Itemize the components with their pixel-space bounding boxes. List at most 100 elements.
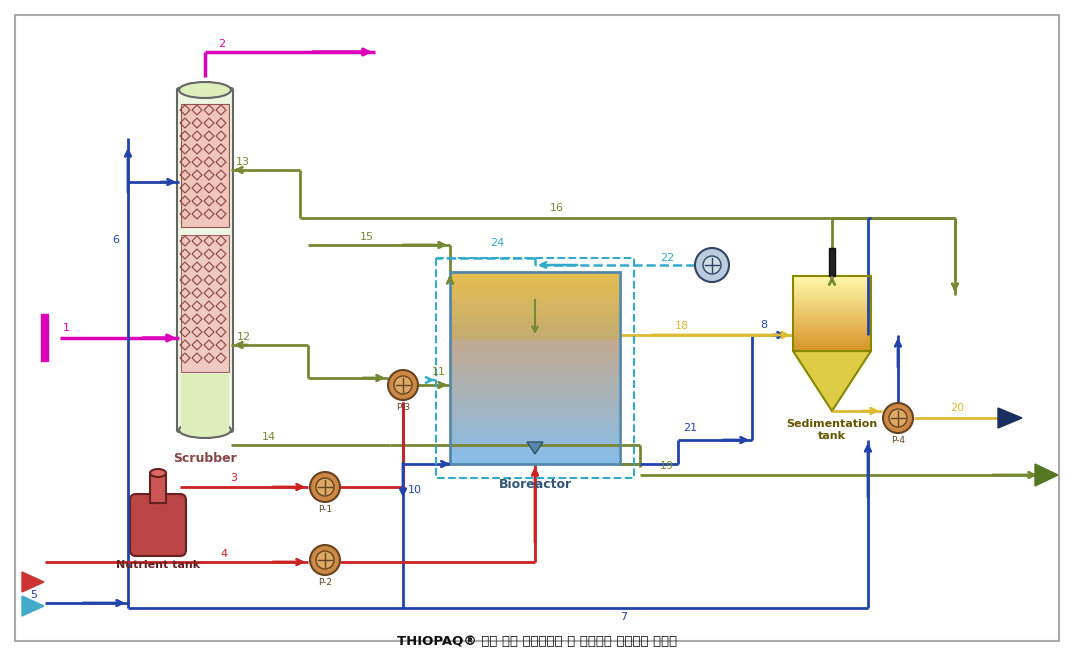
Bar (451, 334, 619, 335)
Bar (794, 344, 870, 345)
Bar (451, 319, 619, 320)
Bar (451, 365, 619, 366)
Bar (794, 349, 870, 350)
Bar (451, 382, 619, 383)
Bar (451, 368, 619, 369)
Polygon shape (21, 596, 44, 616)
Bar (794, 289, 870, 290)
Bar (794, 302, 870, 303)
Bar (451, 406, 619, 407)
Bar (794, 301, 870, 302)
Bar (451, 285, 619, 286)
Bar (794, 277, 870, 278)
Bar (794, 329, 870, 330)
Circle shape (703, 256, 721, 274)
Bar (451, 281, 619, 282)
Text: 6: 6 (112, 235, 119, 245)
Bar (451, 454, 619, 455)
Bar (794, 284, 870, 285)
Text: 21: 21 (683, 423, 697, 433)
Bar (451, 347, 619, 348)
Bar (451, 417, 619, 419)
Bar (451, 303, 619, 304)
Bar (794, 314, 870, 315)
Bar (451, 448, 619, 449)
Bar (451, 321, 619, 322)
Bar (451, 302, 619, 303)
Bar (794, 332, 870, 333)
Polygon shape (21, 572, 44, 592)
Bar (451, 374, 619, 375)
Bar (794, 285, 870, 286)
Bar (794, 322, 870, 323)
Bar (451, 306, 619, 307)
Bar (794, 341, 870, 342)
Bar (451, 412, 619, 413)
Circle shape (394, 376, 412, 394)
Bar (451, 447, 619, 448)
Bar (451, 344, 619, 345)
Bar (451, 381, 619, 382)
Bar (451, 294, 619, 295)
Bar (794, 306, 870, 307)
Bar (794, 339, 870, 340)
Bar (451, 328, 619, 329)
Bar (451, 397, 619, 398)
Bar (794, 316, 870, 318)
FancyBboxPatch shape (130, 494, 186, 556)
Bar (794, 280, 870, 281)
Bar (794, 296, 870, 297)
Bar (451, 317, 619, 318)
Bar (451, 350, 619, 351)
Bar (451, 379, 619, 380)
Bar (794, 309, 870, 310)
Text: 7: 7 (620, 612, 627, 622)
Bar (794, 318, 870, 319)
Bar (451, 457, 619, 458)
Text: 11: 11 (432, 367, 446, 377)
Bar (451, 439, 619, 440)
Bar (451, 327, 619, 328)
Bar (451, 432, 619, 433)
Bar (451, 427, 619, 428)
Bar (451, 405, 619, 406)
Bar (451, 450, 619, 451)
Bar (451, 351, 619, 352)
Ellipse shape (179, 422, 231, 438)
Bar (451, 423, 619, 424)
Bar (451, 463, 619, 464)
Bar (794, 345, 870, 346)
Circle shape (889, 409, 908, 427)
Text: Scrubber: Scrubber (173, 452, 237, 465)
Bar (451, 441, 619, 442)
Bar (451, 387, 619, 388)
Bar (451, 326, 619, 327)
Bar (794, 324, 870, 325)
Bar (451, 411, 619, 412)
Bar (451, 359, 619, 360)
Bar (794, 342, 870, 343)
Text: 3: 3 (230, 473, 237, 483)
Bar (451, 394, 619, 395)
Bar (794, 307, 870, 308)
Circle shape (883, 403, 913, 433)
Bar (451, 320, 619, 321)
Bar (451, 355, 619, 356)
Bar (451, 339, 619, 340)
Bar (794, 334, 870, 335)
Bar (451, 318, 619, 319)
Bar (794, 308, 870, 309)
Bar (451, 324, 619, 325)
Bar (451, 416, 619, 417)
Bar (451, 391, 619, 392)
Bar (451, 290, 619, 291)
Bar (451, 373, 619, 374)
Bar (794, 294, 870, 295)
Bar (451, 400, 619, 401)
Bar (451, 396, 619, 397)
Bar (451, 369, 619, 370)
Polygon shape (527, 442, 543, 454)
Bar (451, 278, 619, 279)
Bar (451, 392, 619, 393)
Bar (451, 418, 619, 419)
